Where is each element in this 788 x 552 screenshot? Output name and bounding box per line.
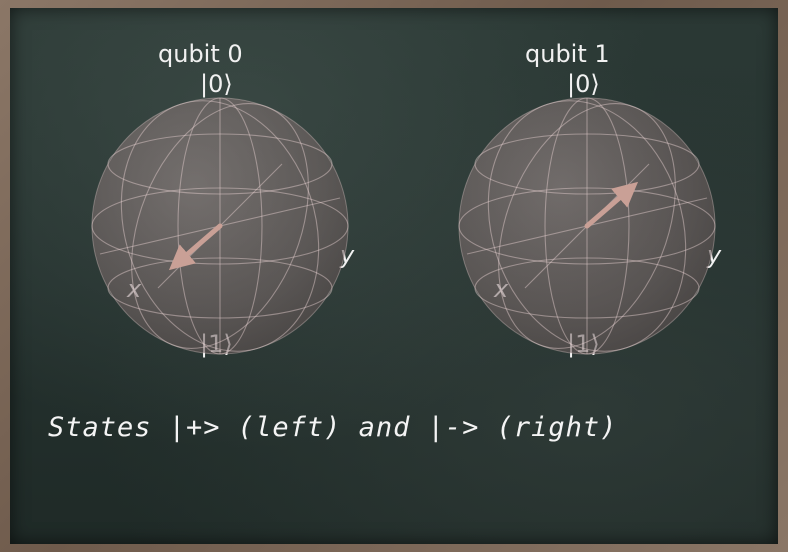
chalkboard: qubit 0 |0⟩ |1⟩ x y qubit 1 |0⟩ |1⟩ x y … bbox=[10, 8, 778, 544]
meridian-ring bbox=[131, 103, 309, 349]
qubit-0-ket-zero: |0⟩ bbox=[200, 70, 233, 98]
latitude-ring bbox=[474, 133, 700, 195]
latitude-ring bbox=[107, 133, 333, 195]
state-vector-arrow bbox=[584, 181, 639, 229]
caption: States |+> (left) and |-> (right) bbox=[48, 412, 618, 443]
meridian-ring bbox=[120, 100, 320, 352]
equator-ring bbox=[91, 187, 349, 265]
qubit-1-ket-zero: |0⟩ bbox=[567, 70, 600, 98]
meridian-ring bbox=[498, 103, 676, 349]
meridian-ring bbox=[487, 100, 687, 352]
sphere-grid bbox=[91, 97, 349, 355]
latitude-ring bbox=[474, 257, 700, 319]
latitude-ring bbox=[107, 257, 333, 319]
bloch-sphere-qubit-0 bbox=[91, 97, 349, 355]
meridian-ring bbox=[544, 97, 630, 355]
state-vector-arrow bbox=[168, 223, 223, 271]
meridian-ring bbox=[177, 97, 263, 355]
bloch-sphere-qubit-1 bbox=[458, 97, 716, 355]
qubit-1-title: qubit 1 bbox=[525, 40, 610, 68]
equator-ring bbox=[458, 187, 716, 265]
qubit-0-title: qubit 0 bbox=[158, 40, 243, 68]
